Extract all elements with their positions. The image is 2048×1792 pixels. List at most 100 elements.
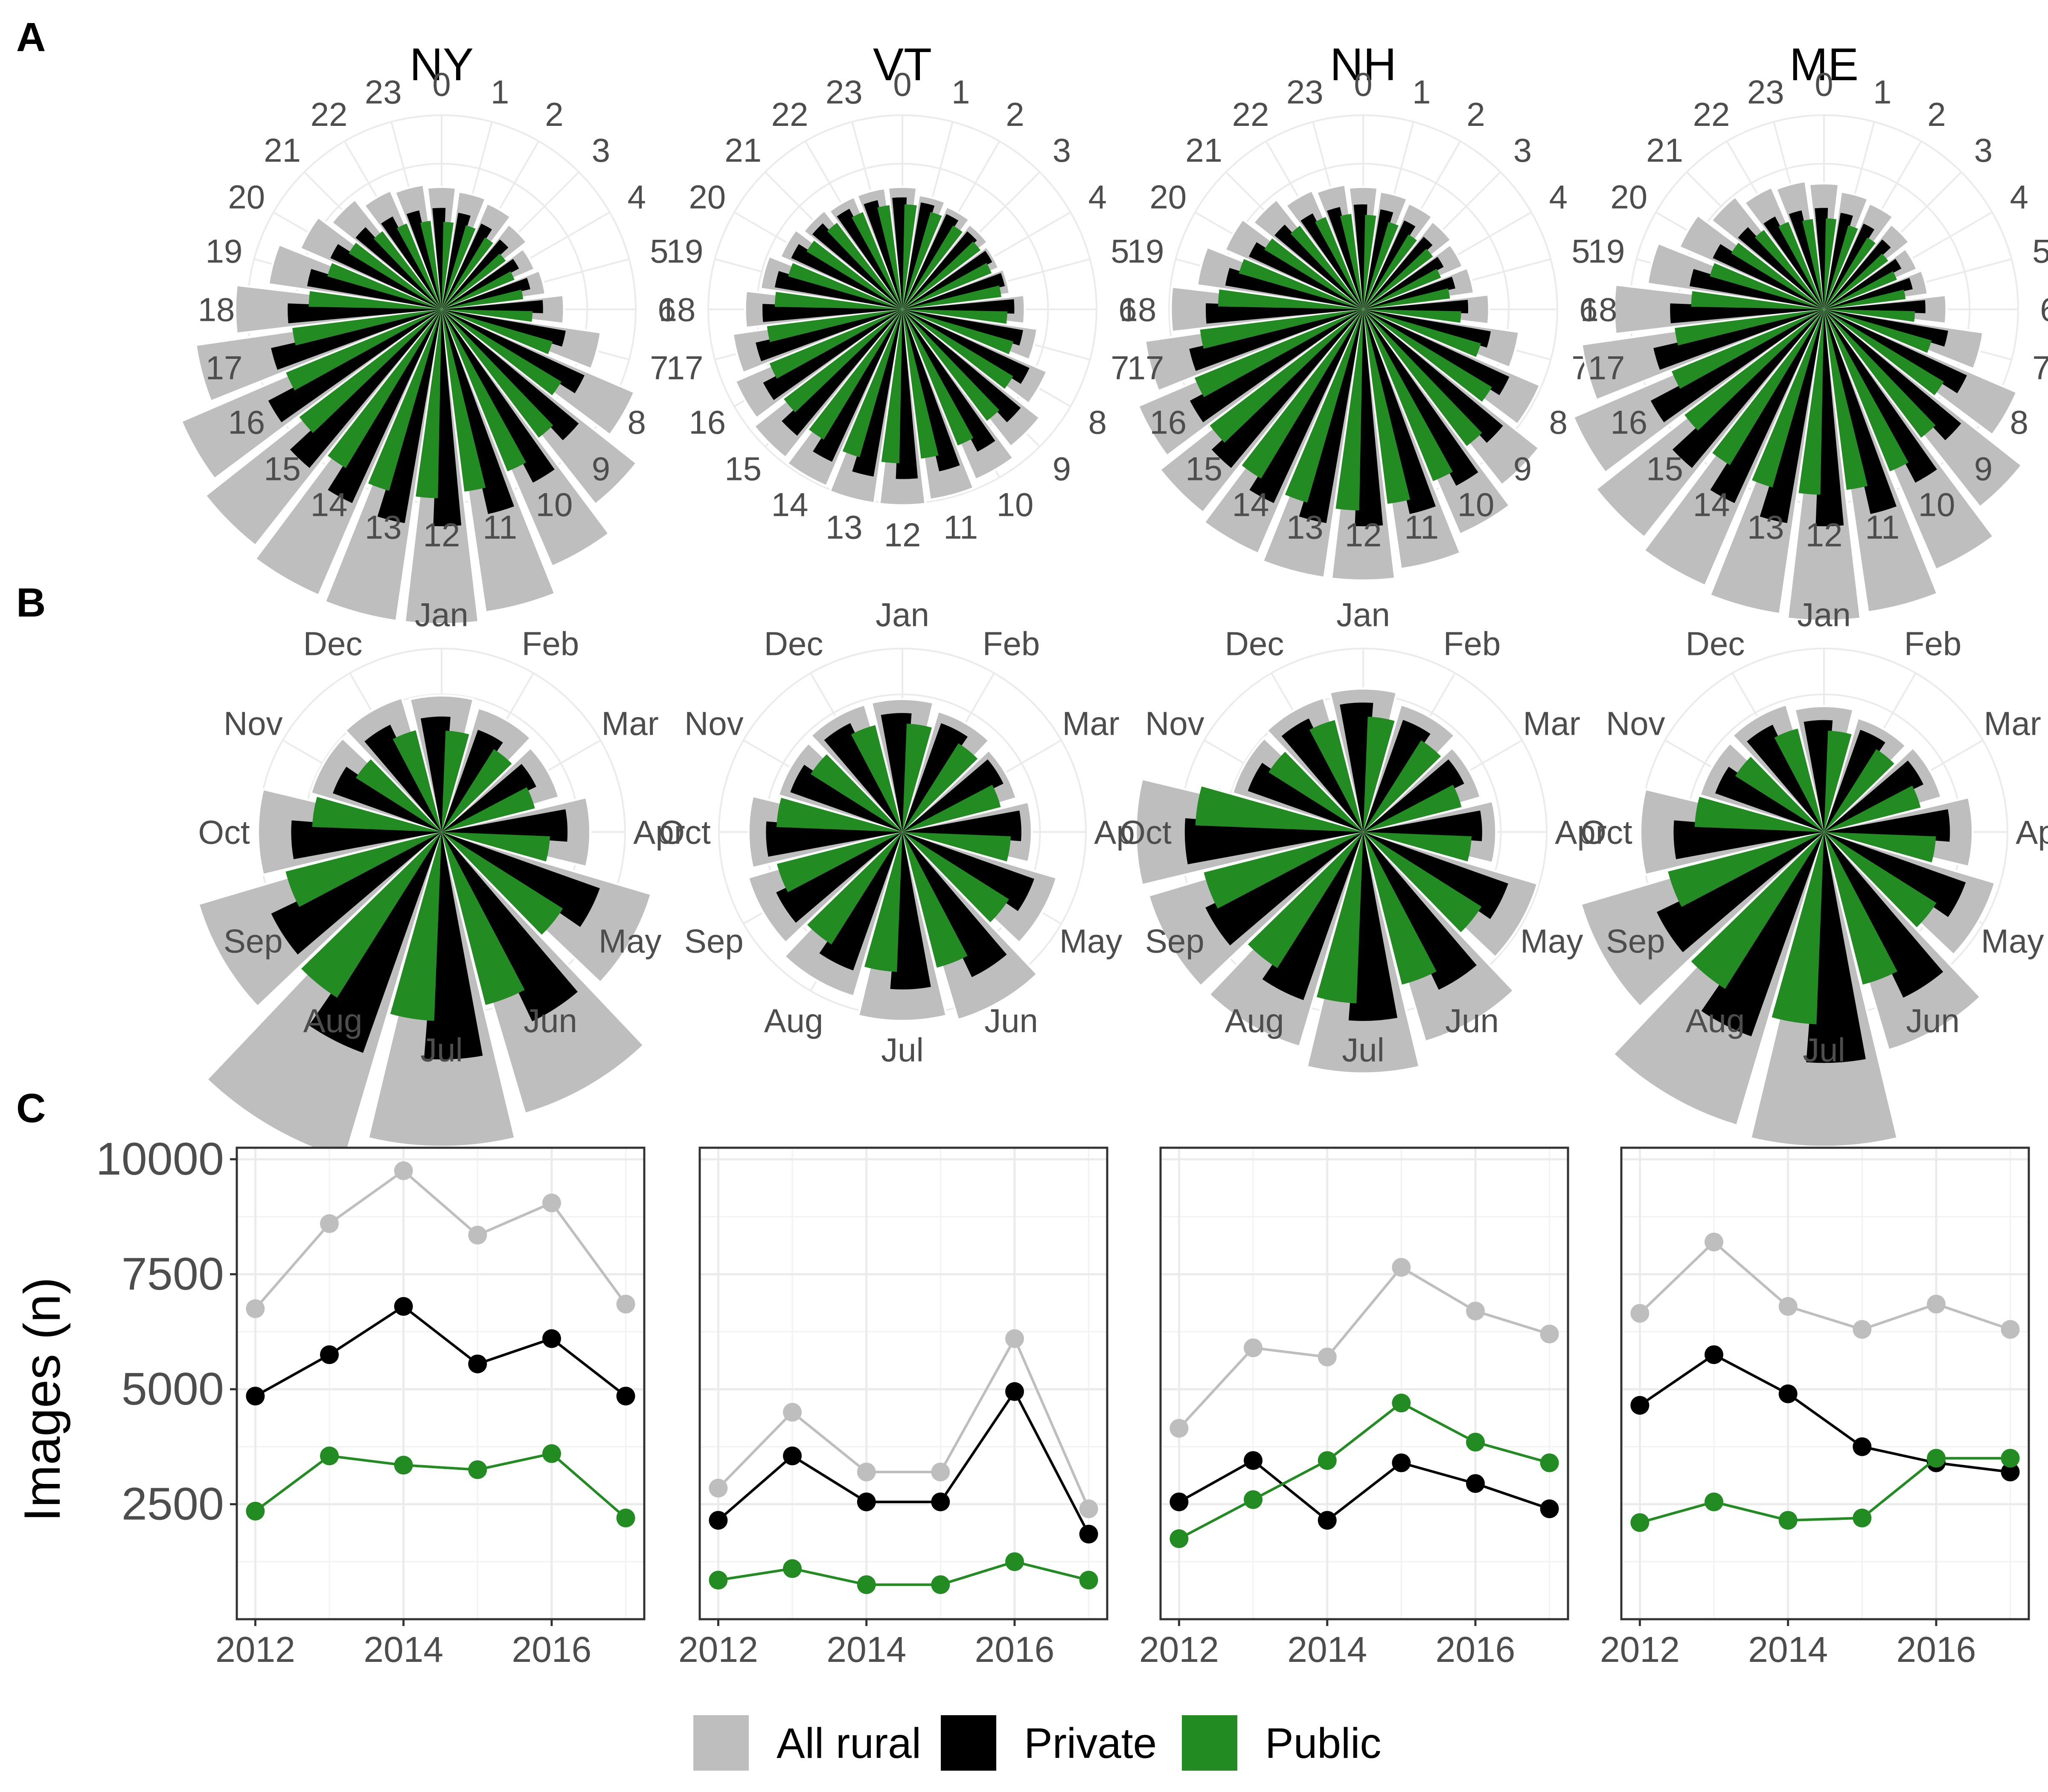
polar-bar-public-dec — [851, 725, 902, 832]
polar-label-17: 17 — [666, 349, 704, 387]
polar-label-3: 3 — [1053, 131, 1071, 169]
polar-bar-public-may — [1363, 832, 1482, 932]
polar-label-6: 6 — [657, 291, 676, 328]
polar-label-oct: Oct — [198, 813, 250, 851]
polar-bar-public-aug — [807, 832, 902, 945]
data-point-public-2012 — [1630, 1513, 1649, 1532]
polar-label-dec: Dec — [1225, 625, 1284, 663]
polar-bar-private-22 — [1763, 216, 1824, 309]
polar-label-may: May — [599, 922, 661, 960]
polar-label-20: 20 — [689, 178, 726, 215]
polar-bar-private-8 — [1363, 309, 1510, 396]
polar-bar-public-16 — [286, 309, 442, 391]
plot-background — [1621, 1148, 2029, 1619]
polar-bar-public-21 — [827, 223, 902, 309]
polar-bar-private-11 — [1363, 309, 1436, 514]
data-point-private-2013 — [1244, 1451, 1263, 1470]
polar-label-oct: Oct — [1120, 813, 1172, 851]
monthly-polar-nh: Jan Feb Mar Apr May Jun Jul Aug Sep Oct Nov Dec — [1120, 596, 1607, 1075]
data-point-public-2016 — [1466, 1433, 1485, 1452]
polar-label-jan: Jan — [1336, 596, 1390, 633]
polar-bar-private-feb — [1363, 720, 1431, 832]
data-point-all-rural-2016 — [1005, 1329, 1024, 1348]
polar-label-jul: Jul — [1803, 1031, 1845, 1068]
polar-bar-public-12 — [1798, 309, 1824, 495]
polar-label-20: 20 — [1610, 178, 1647, 215]
panel-label-b: B — [16, 580, 46, 625]
data-point-public-2015 — [1853, 1508, 1872, 1527]
polar-label-22: 22 — [311, 96, 348, 133]
data-point-all-rural-2016 — [542, 1193, 561, 1213]
data-point-public-2017 — [616, 1508, 635, 1527]
data-point-private-2012 — [1169, 1492, 1189, 1512]
polar-label-13: 13 — [1286, 508, 1324, 546]
polar-bar-public-sep — [777, 832, 902, 893]
polar-label-mar: Mar — [1062, 704, 1120, 742]
data-point-public-2014 — [1778, 1511, 1798, 1530]
series-line-private — [717, 1389, 1090, 1535]
polar-bar-public-9 — [442, 309, 553, 438]
polar-label-18: 18 — [1580, 291, 1617, 328]
polar-label-jul: Jul — [1342, 1031, 1385, 1068]
data-point-all-rural-2012 — [1169, 1419, 1189, 1438]
polar-bar-public-21 — [1755, 230, 1824, 309]
polar-bar-public-sep — [1668, 832, 1824, 907]
polar-bar-private-9 — [902, 309, 1021, 422]
polar-bar-private-sep — [1657, 832, 1824, 952]
polar-bar-public-15 — [299, 309, 442, 433]
polar-bar-private-nov — [333, 767, 442, 832]
polar-bar-private-feb — [1824, 730, 1885, 832]
polar-bar-public-feb — [1824, 749, 1894, 832]
polar-label-19: 19 — [1588, 233, 1625, 270]
polar-bar-public-5 — [1824, 289, 1906, 309]
polar-label-11: 11 — [1865, 508, 1900, 546]
data-point-all-rural-2013 — [1705, 1233, 1723, 1251]
polar-label-sep: Sep — [1145, 922, 1204, 960]
data-point-private-2015 — [1392, 1453, 1411, 1472]
polar-label-13: 13 — [1747, 508, 1784, 546]
polar-label-18: 18 — [198, 291, 235, 328]
panel-label-c: C — [16, 1085, 46, 1131]
polar-bar-public-feb — [902, 743, 978, 832]
polar-bar-public-14 — [809, 309, 902, 440]
polar-bar-private-15 — [290, 309, 442, 468]
data-point-public-2012 — [246, 1501, 265, 1521]
polar-bar-public-may — [902, 832, 1009, 922]
polar-label-apr: Apr — [1555, 813, 1606, 851]
polar-label-7: 7 — [650, 349, 668, 387]
polar-label-jun: Jun — [1906, 1002, 1960, 1039]
polar-bar-public-oct — [1195, 786, 1363, 832]
polar-bar-private-11 — [1824, 309, 1897, 514]
data-point-private-2013 — [320, 1345, 339, 1364]
polar-label-14: 14 — [1232, 486, 1269, 524]
polar-bar-private-3 — [1824, 239, 1891, 309]
state-title-vt: VT — [873, 38, 932, 90]
polar-bar-public-sep — [1204, 832, 1363, 909]
polar-bar-public-14 — [1242, 309, 1363, 479]
polar-bar-public-18 — [308, 291, 442, 309]
polar-bar-public-13 — [368, 309, 442, 491]
series-line-all-rural — [1178, 1265, 1550, 1429]
polar-bar-private-22 — [1300, 213, 1363, 309]
polar-bar-public-11 — [1363, 309, 1411, 504]
line-chart-vt: 2012 2014 2016 — [678, 1146, 1108, 1670]
data-point-all-rural-2014 — [394, 1161, 413, 1180]
polar-bar-private-17 — [756, 309, 902, 361]
polar-label-9: 9 — [1053, 450, 1071, 488]
polar-bar-private-8 — [902, 309, 1030, 384]
polar-bar-public-10 — [902, 309, 974, 445]
polar-bar-public-sep — [285, 832, 442, 907]
polar-bar-private-nov — [790, 765, 902, 832]
polar-label-jan: Jan — [1797, 596, 1851, 633]
polar-bar-public-7 — [442, 309, 553, 355]
polar-bar-all-rural-17 — [1143, 308, 1364, 393]
polar-bar-private-17 — [1653, 309, 1824, 370]
polar-bar-private-dec — [1281, 718, 1363, 832]
polar-label-1: 1 — [491, 73, 509, 111]
series-line-public — [718, 1560, 1089, 1586]
data-point-private-2015 — [931, 1492, 950, 1512]
polar-bar-private-4 — [1824, 259, 1902, 309]
series-line-public — [1639, 1457, 2010, 1524]
polar-bar-private-3 — [442, 239, 509, 309]
polar-bar-public-mar — [1363, 785, 1462, 832]
